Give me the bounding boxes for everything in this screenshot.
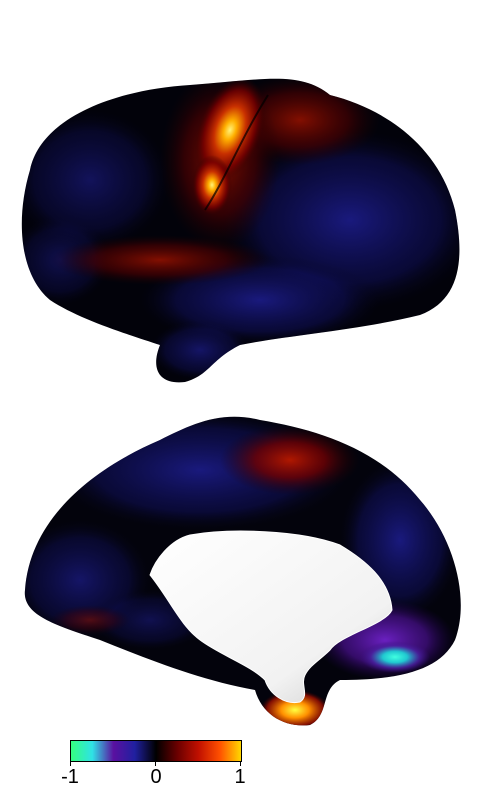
colorbar-gradient [70, 740, 242, 762]
lateral-hemisphere-view [21, 78, 460, 383]
medial-hemisphere-view [24, 416, 461, 726]
colorbar-label-min: -1 [61, 766, 79, 788]
colorbar-tick-mid [155, 761, 156, 766]
colorbar-tick-max [240, 761, 241, 766]
colorbar-legend: -1 0 1 [61, 740, 246, 790]
colorbar-label-mid: 0 [150, 766, 162, 788]
colorbar-label-max: 1 [234, 766, 246, 788]
colorbar-tick-min [70, 761, 71, 766]
medial-wall [149, 530, 393, 704]
